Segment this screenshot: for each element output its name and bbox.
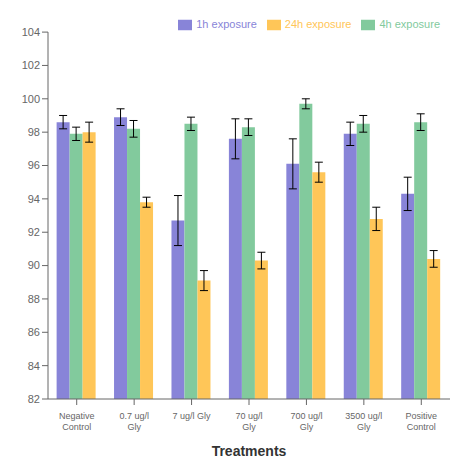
svg-text:82: 82 (28, 393, 40, 405)
svg-text:92: 92 (28, 226, 40, 238)
svg-text:104: 104 (22, 26, 40, 38)
svg-text:100: 100 (22, 93, 40, 105)
svg-text:NegativeControl: NegativeControl (59, 411, 95, 432)
svg-text:86: 86 (28, 326, 40, 338)
svg-text:700 ug/lGly: 700 ug/lGly (290, 411, 322, 432)
svg-text:Treatments: Treatments (212, 443, 287, 459)
svg-text:96: 96 (28, 159, 40, 171)
svg-text:102: 102 (22, 59, 40, 71)
html-text:24h exposure: 24h exposure (284, 18, 352, 30)
svg-text:7 ug/l Gly: 7 ug/l Gly (173, 411, 212, 421)
svg-text:88: 88 (28, 293, 40, 305)
svg-text:90: 90 (28, 259, 40, 271)
svg-text:84: 84 (28, 360, 40, 372)
svg-text:94: 94 (28, 193, 40, 205)
svg-text:70 ug/lGly: 70 ug/lGly (235, 411, 262, 432)
svg-text:3500 ug/lGly: 3500 ug/lGly (345, 411, 382, 432)
svg-text:PositiveControl: PositiveControl (406, 411, 438, 432)
svg-text:0.7 ug/lGly: 0.7 ug/lGly (119, 411, 149, 432)
svg-text:98: 98 (28, 126, 40, 138)
html-text:4h exposure: 4h exposure (379, 18, 440, 30)
html-text:1h exposure: 1h exposure (196, 18, 257, 30)
